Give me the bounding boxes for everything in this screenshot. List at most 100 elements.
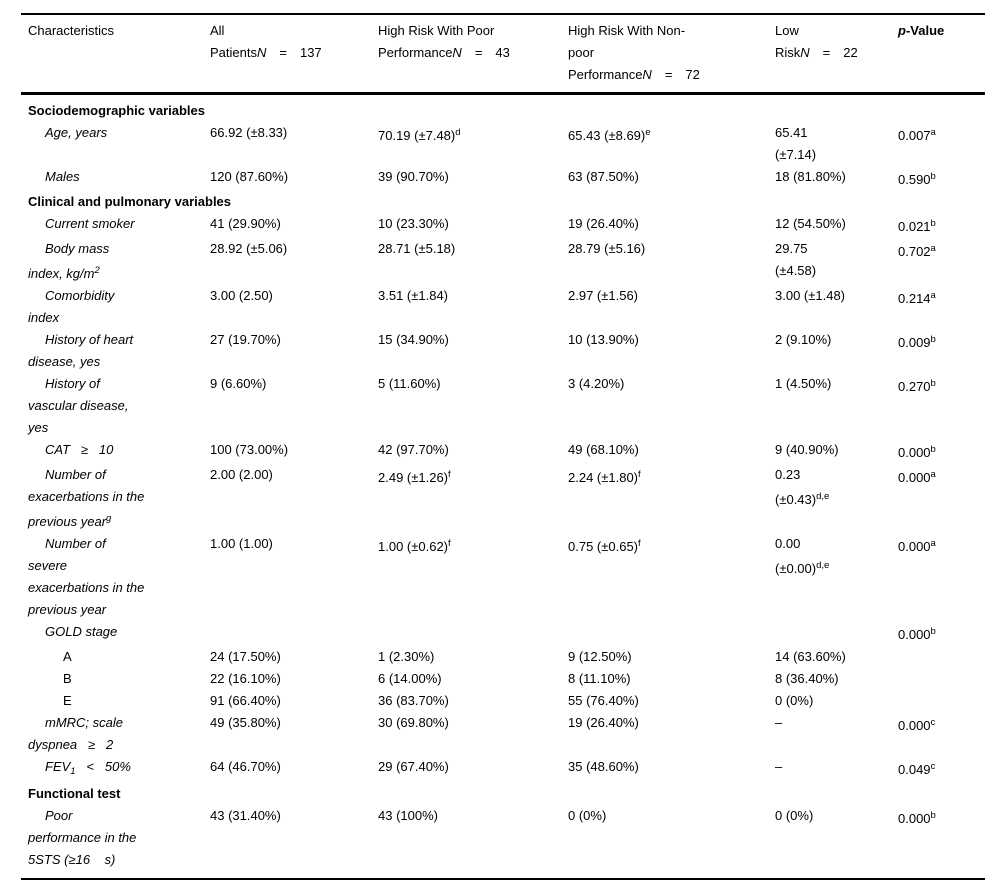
cell-high-risk-poor-performance: 30 (69.80%) [378,712,568,756]
cell-value: 91 (66.40%) [210,693,281,708]
n-symbol: N [452,45,462,60]
cell-value: 27 (19.70%) [210,332,281,347]
header-characteristics: Characteristics [28,20,210,86]
cell-p-value [898,690,985,712]
cell-all-patients: 1.00 (1.00) [210,533,378,621]
table-row: B 22 (16.10%) 6 (14.00%) 8 (11.10%) 8 (36.40… [21,668,985,690]
cell-all-patients: 9 (6.60%) [210,373,378,439]
table-row: FEV1 < 50% 64 (46.70%) 29 (67.40%) 35 (48.6… [21,756,985,783]
cell-high-risk-poor-performance: 10 (23.30%) [378,213,568,238]
cell-low-risk: 29.75 (±4.58) [775,238,898,285]
row-label-line: 5STS (≥16 s) [28,852,116,867]
cell-value: 2.97 (±1.56) [568,288,639,303]
row-label-line: Current smoker [45,216,135,231]
table-row: Body mass index, kg/m2 28.92 (±5.06) 28.71 … [21,238,985,285]
footnote-superscript: b [930,810,936,821]
cell-value: 41 (29.90%) [210,216,281,231]
row-label-line: previous year [28,602,107,617]
cell-value: 2.00 (2.00) [210,467,273,482]
cell-low-risk: 9 (40.90%) [775,439,898,464]
footnote-superscript: a [930,290,936,301]
row-label-line: FEV1 < 50% [45,759,131,777]
n-symbol: N [800,45,810,60]
row-label-line: History of heart [45,332,134,347]
cell-p-value: 0.270b [898,373,985,439]
footnote-superscript: f [638,469,641,480]
cell-p-value: 0.000c [898,712,985,756]
cell-value: 15 (34.90%) [378,332,449,347]
cell-low-risk: 12 (54.50%) [775,213,898,238]
row-label-line: B [63,671,72,686]
row-label-line: exacerbations in the [28,489,145,504]
cell-value: 2 (9.10%) [775,332,832,347]
cell-value: 29 (67.40%) [378,759,449,774]
row-label-line: index [28,310,60,325]
cell-value: 55 (76.40%) [568,693,639,708]
table-header-row: Characteristics All PatientsN = 137 High R… [21,15,985,92]
footnote-superscript: a [930,127,936,138]
table-body: Sociodemographic variables Age, years 66.9… [21,95,985,878]
cell-value: 29.75 [775,241,808,256]
cell-p-value [898,646,985,668]
footnote-superscript: b [930,444,936,455]
row-label-line: GOLD stage [45,624,118,639]
n-symbol: N [256,45,267,60]
cell-all-patients: 100 (73.00%) [210,439,378,464]
table-row: Comorbidity index 3.00 (2.50) 3.51 (±1.84) 2… [21,285,985,329]
row-label-line: vascular disease, [28,398,129,413]
cell-value: 1.00 (1.00) [210,536,273,551]
cell-all-patients: 24 (17.50%) [210,646,378,668]
cell-value: 6 (14.00%) [378,671,442,686]
table-top-rule [21,13,985,15]
cell-all-patients: 2.00 (2.00) [210,464,378,533]
cell-value: 0.270b [898,378,936,394]
cell-p-value: 0.214a [898,285,985,329]
cell-high-risk-nonpoor-performance: 10 (13.90%) [568,329,775,373]
cell-value: 0.23 [775,467,801,482]
cell-low-risk: – [775,712,898,756]
table-row: Number of severe exacerbations in the previ… [21,533,985,621]
cell-value: 9 (6.60%) [210,376,267,391]
equals-sign: = [822,45,831,60]
row-label-line: disease, yes [28,354,101,369]
section-header: Clinical and pulmonary variables [28,194,232,209]
header-all-patients: All PatientsN = 137 [210,23,322,60]
cell-value: 28.79 (±5.16) [568,241,646,256]
cell-value: (±0.00)d,e [775,560,830,576]
cell-value: 30 (69.80%) [378,715,449,730]
cell-low-risk: 18 (81.80%) [775,166,898,191]
cell-value: 0 (0%) [568,808,607,823]
footnote-superscript: d,e [816,560,830,571]
row-label: B [28,668,210,690]
cell-value: 10 (13.90%) [568,332,639,347]
cell-value: 39 (90.70%) [378,169,449,184]
cell-all-patients: 3.00 (2.50) [210,285,378,329]
cell-value: 0.021b [898,218,936,234]
cell-p-value: 0.000b [898,439,985,464]
cell-value: (±4.58) [775,263,817,278]
cell-value: 9 (40.90%) [775,442,839,457]
cell-value: 19 (26.40%) [568,715,639,730]
cell-low-risk: 0.00 (±0.00)d,e [775,533,898,621]
footnote-superscript: b [930,171,936,182]
footnote-superscript: a [930,538,936,549]
cell-p-value: 0.009b [898,329,985,373]
cell-value: 1 (4.50%) [775,376,832,391]
cell-value: 63 (87.50%) [568,169,639,184]
cell-value: 65.43 (±8.69)e [568,127,651,143]
cell-value: 66.92 (±8.33) [210,125,288,140]
cell-all-patients: 41 (29.90%) [210,213,378,238]
cell-value: 0.007a [898,127,936,143]
group-n-count: 22 [843,45,858,60]
cell-high-risk-poor-performance: 6 (14.00%) [378,668,568,690]
row-label-line: previous yearg [28,513,112,529]
cell-value: 28.92 (±5.06) [210,241,288,256]
cell-high-risk-nonpoor-performance: 49 (68.10%) [568,439,775,464]
row-label-line: A [63,649,72,664]
cell-p-value: 0.702a [898,238,985,285]
cell-low-risk: 0.23 (±0.43)d,e [775,464,898,533]
cell-value: 0.000a [898,469,936,485]
footnote-superscript: 2 [94,265,100,276]
cell-all-patients: 22 (16.10%) [210,668,378,690]
cell-p-value: 0.590b [898,166,985,191]
